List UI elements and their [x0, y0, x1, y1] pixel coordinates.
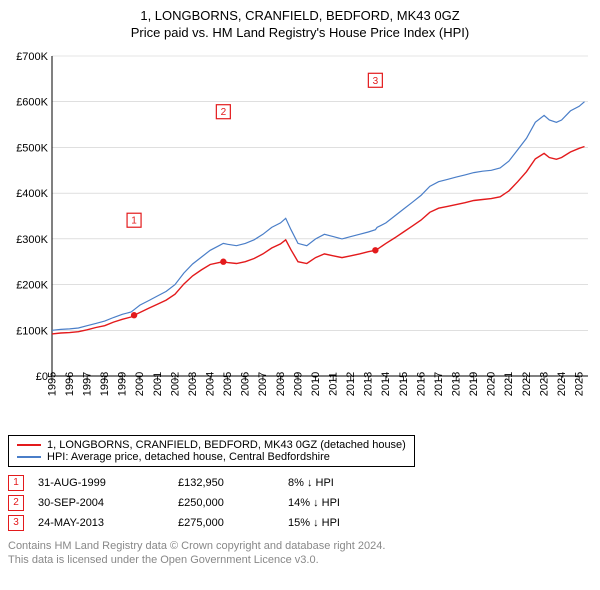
transaction-price: £132,950 — [178, 473, 288, 493]
sale-marker-number: 1 — [131, 216, 137, 227]
svg-text:2001: 2001 — [152, 372, 164, 396]
transaction-delta: 15% ↓ HPI — [288, 513, 340, 533]
svg-text:2019: 2019 — [468, 372, 480, 396]
chart-title: 1, LONGBORNS, CRANFIELD, BEDFORD, MK43 0… — [8, 8, 592, 23]
svg-text:2000: 2000 — [134, 372, 146, 396]
transaction-row: 3 24-MAY-2013 £275,000 15% ↓ HPI — [8, 513, 340, 533]
svg-text:1996: 1996 — [64, 372, 76, 396]
transaction-price: £275,000 — [178, 513, 288, 533]
svg-text:2004: 2004 — [204, 372, 216, 396]
svg-text:2007: 2007 — [257, 372, 269, 396]
svg-text:2022: 2022 — [521, 372, 533, 396]
svg-text:2008: 2008 — [275, 372, 287, 396]
legend: 1, LONGBORNS, CRANFIELD, BEDFORD, MK43 0… — [8, 435, 415, 467]
svg-text:2009: 2009 — [292, 372, 304, 396]
sale-marker-number: 2 — [221, 107, 227, 118]
svg-text:2018: 2018 — [450, 372, 462, 396]
svg-text:2003: 2003 — [187, 372, 199, 396]
footer-note: Contains HM Land Registry data © Crown c… — [8, 539, 592, 568]
svg-text:£100K: £100K — [16, 325, 48, 337]
transaction-marker-icon: 1 — [8, 475, 24, 491]
svg-text:2025: 2025 — [574, 372, 586, 396]
legend-label: HPI: Average price, detached house, Cent… — [47, 451, 330, 463]
transaction-date: 30-SEP-2004 — [38, 493, 178, 513]
transaction-marker-icon: 3 — [8, 515, 24, 531]
svg-text:2015: 2015 — [398, 372, 410, 396]
footer-line: Contains HM Land Registry data © Crown c… — [8, 539, 592, 553]
svg-text:£600K: £600K — [16, 97, 48, 109]
legend-swatch — [17, 444, 41, 446]
legend-label: 1, LONGBORNS, CRANFIELD, BEDFORD, MK43 0… — [47, 439, 406, 451]
svg-text:£500K: £500K — [16, 142, 48, 154]
svg-text:2002: 2002 — [169, 372, 181, 396]
svg-text:2021: 2021 — [503, 372, 515, 396]
footer-line: This data is licensed under the Open Gov… — [8, 553, 592, 567]
title-block: 1, LONGBORNS, CRANFIELD, BEDFORD, MK43 0… — [8, 8, 592, 40]
sale-dot — [372, 247, 378, 253]
transaction-row: 1 31-AUG-1999 £132,950 8% ↓ HPI — [8, 473, 340, 493]
svg-text:2014: 2014 — [380, 372, 392, 396]
transaction-delta: 14% ↓ HPI — [288, 493, 340, 513]
svg-text:£400K: £400K — [16, 188, 48, 200]
svg-text:1997: 1997 — [81, 372, 93, 396]
transaction-date: 31-AUG-1999 — [38, 473, 178, 493]
svg-text:£300K: £300K — [16, 234, 48, 246]
sale-marker-number: 3 — [373, 76, 379, 87]
svg-text:1999: 1999 — [117, 372, 129, 396]
svg-text:2013: 2013 — [363, 372, 375, 396]
legend-item-price-paid: 1, LONGBORNS, CRANFIELD, BEDFORD, MK43 0… — [17, 439, 406, 451]
transaction-price: £250,000 — [178, 493, 288, 513]
chart-subtitle: Price paid vs. HM Land Registry's House … — [8, 25, 592, 40]
transaction-date: 24-MAY-2013 — [38, 513, 178, 533]
svg-text:2024: 2024 — [556, 372, 568, 396]
svg-text:2006: 2006 — [240, 372, 252, 396]
transaction-marker-icon: 2 — [8, 495, 24, 511]
svg-text:2017: 2017 — [433, 372, 445, 396]
transaction-row: 2 30-SEP-2004 £250,000 14% ↓ HPI — [8, 493, 340, 513]
transaction-table: 1 31-AUG-1999 £132,950 8% ↓ HPI 2 30-SEP… — [8, 473, 592, 533]
line-chart: £0£100K£200K£300K£400K£500K£600K£700K199… — [8, 46, 592, 431]
legend-swatch — [17, 456, 41, 458]
svg-text:2012: 2012 — [345, 372, 357, 396]
svg-text:2016: 2016 — [415, 372, 427, 396]
legend-item-hpi: HPI: Average price, detached house, Cent… — [17, 451, 406, 463]
chart-area: £0£100K£200K£300K£400K£500K£600K£700K199… — [8, 46, 592, 431]
svg-text:2020: 2020 — [486, 372, 498, 396]
svg-text:2010: 2010 — [310, 372, 322, 396]
svg-text:1998: 1998 — [99, 372, 111, 396]
sale-dot — [131, 312, 137, 318]
sale-dot — [220, 259, 226, 265]
svg-text:2023: 2023 — [538, 372, 550, 396]
svg-text:2005: 2005 — [222, 372, 234, 396]
svg-text:£700K: £700K — [16, 51, 48, 63]
transaction-delta: 8% ↓ HPI — [288, 473, 340, 493]
svg-text:£200K: £200K — [16, 280, 48, 292]
